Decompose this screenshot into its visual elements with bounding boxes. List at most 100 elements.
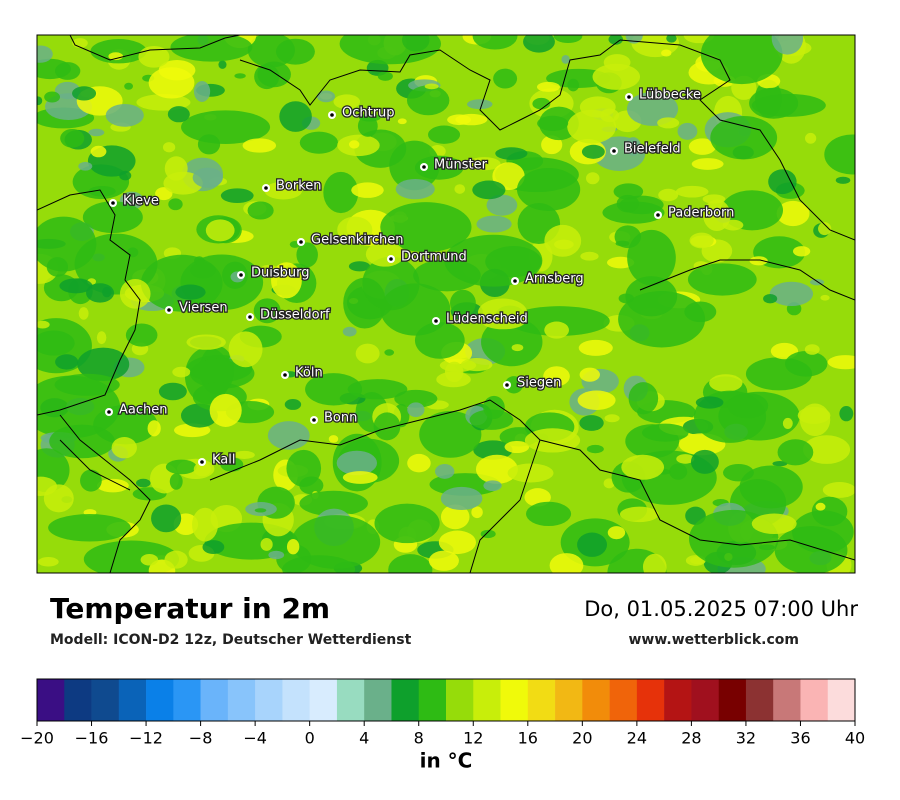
field-patch [205,219,235,242]
city-label: Lüdenscheid [446,312,528,327]
field-patch [428,550,459,571]
colorbar-segment [691,679,719,721]
colorbar-tick-label: 20 [572,729,592,748]
field-patch [493,68,518,89]
field-patch [299,490,368,517]
colorbar-segment [745,679,774,721]
field-patch [60,128,85,148]
field-patch [136,478,151,488]
field-patch [608,35,623,45]
colorbar-segment [391,679,420,721]
field-patch [419,410,482,458]
field-patch [507,463,554,483]
field-patch [228,331,263,368]
field-patch [37,476,58,496]
field-patch [669,463,688,480]
field-patch [220,188,254,204]
colorbar-tick-label: 8 [414,729,424,748]
field-patch [148,67,195,99]
field-patch [164,156,188,181]
city-label: Gelsenkirchen [311,233,404,248]
colorbar-segment [473,679,501,721]
city-dot-center [111,201,115,205]
colorbar: −20 −16 −12 −8 −4 0 4 8 12 16 20 24 28 32 36 40 [20,678,865,748]
field-patch [822,482,855,498]
field-patch [407,453,431,473]
colorbar-segment [364,679,392,721]
field-patch [365,241,405,267]
field-patch [282,555,356,573]
colorbar-segment [227,679,256,721]
city-label: Viersen [179,301,228,316]
field-patch [481,317,543,367]
city-dot-center [167,308,171,312]
field-patch [37,320,50,329]
field-patch [688,138,716,155]
field-patch [481,313,526,330]
field-patch [286,539,300,555]
field-patch [772,460,788,467]
colorbar-segment [282,679,310,721]
field-patch [820,294,830,301]
field-patch [524,428,581,453]
field-patch [676,454,695,464]
colorbar-tick-label: −4 [243,729,267,748]
field-patch [516,167,581,211]
field-patch [523,35,555,53]
field-patch [202,540,225,554]
field-patch [607,526,626,540]
field-patch [483,480,502,492]
field-patch [77,347,130,381]
city-label: Borken [276,179,322,194]
field-patch [567,109,617,144]
city-dot-center [299,240,303,244]
field-patch [769,281,814,307]
field-patch [339,35,441,65]
field-patch [108,52,124,61]
field-patch [428,125,461,144]
field-patch [613,183,644,200]
field-patch [192,167,223,188]
field-patch [739,465,803,509]
field-patch [162,142,176,153]
field-patch [581,144,605,159]
field-patch [472,180,506,200]
field-patch [473,440,513,460]
city-label: Lübbecke [639,88,701,103]
colorbar-tick-label: 28 [681,729,701,748]
field-patch [220,457,244,472]
field-patch [172,366,191,378]
field-patch [194,256,205,266]
title: Temperatur in 2m [50,592,330,625]
field-patch [169,473,183,490]
field-patch [450,289,476,317]
temperature-field [37,35,855,573]
field-patch [703,199,731,232]
field-patch [189,358,255,389]
colorbar-segment [718,679,747,721]
field-patch [544,224,582,257]
field-patch [90,145,107,158]
field-patch [105,104,144,127]
field-patch [279,101,312,132]
field-patch [776,200,810,227]
field-patch [124,82,134,90]
colorbar-segment [118,679,147,721]
field-patch [818,222,832,236]
field-patch [811,496,848,527]
border-nds [69,35,621,131]
field-patch [763,294,778,304]
field-patch [621,454,665,480]
field-patch [592,63,641,90]
city-dot-center [264,186,268,190]
city-label: Paderborn [668,206,734,221]
field-patch [824,134,855,175]
border-south [209,399,855,573]
colorbar-segment [555,679,583,721]
field-patch [454,184,466,194]
field-patch [751,513,797,535]
field-patch [388,554,433,573]
city-label: Dortmund [401,250,467,265]
city-dot-center [248,315,252,319]
field-patch [296,242,318,268]
